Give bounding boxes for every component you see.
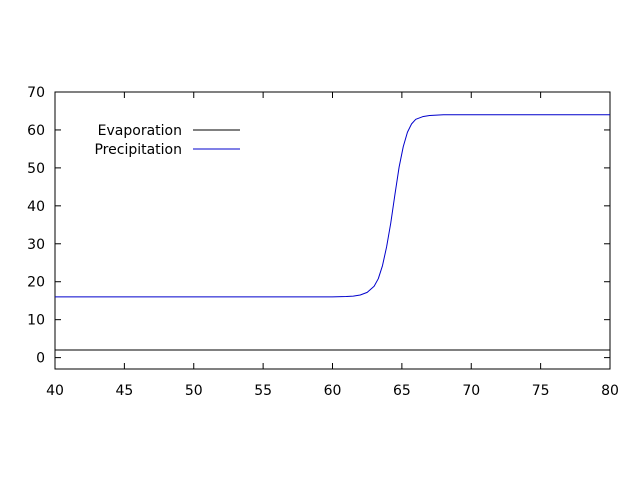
x-tick-label: 55: [254, 383, 272, 399]
legend-label-precipitation: Precipitation: [94, 142, 182, 158]
x-tick-label: 80: [601, 383, 619, 399]
legend-label-evaporation: Evaporation: [98, 123, 182, 139]
y-tick-label: 0: [36, 351, 45, 367]
x-tick-label: 70: [462, 383, 480, 399]
series-line-precipitation: [55, 114, 610, 298]
y-tick-label: 20: [27, 275, 45, 291]
y-tick-label: 30: [27, 237, 45, 253]
x-tick-label: 65: [393, 383, 411, 399]
y-tick-label: 10: [27, 313, 45, 329]
x-tick-label: 40: [46, 383, 64, 399]
y-axis: 0 10 20 30 40 50 60 70: [27, 85, 610, 367]
y-tick-label: 60: [27, 123, 45, 139]
x-tick-label: 75: [532, 383, 550, 399]
x-tick-label: 50: [185, 383, 203, 399]
x-tick-label: 60: [324, 383, 342, 399]
y-tick-label: 50: [27, 161, 45, 177]
y-tick-label: 70: [27, 85, 45, 101]
series-layer: [55, 114, 610, 351]
x-tick-label: 45: [115, 383, 133, 399]
y-tick-label: 40: [27, 199, 45, 215]
x-axis: 40 45 50 55 60 65 70 75 80: [46, 92, 619, 399]
legend: Evaporation Precipitation: [94, 123, 240, 158]
